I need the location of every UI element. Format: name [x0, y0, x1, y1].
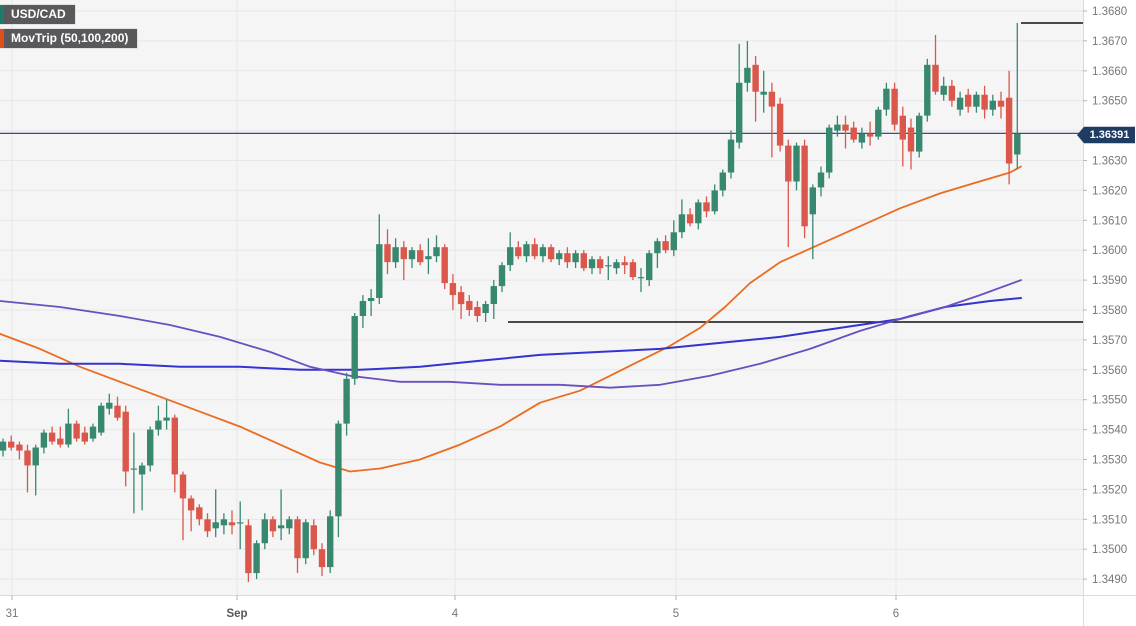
- svg-text:5: 5: [673, 608, 679, 620]
- y-axis-labels: 1.3680 1.3670 1.3660 1.3650 1.3630 1.3620 1.36…: [1083, 6, 1127, 586]
- chart-legend: USD/CAD MovTrip (50,100,200): [0, 5, 138, 53]
- svg-text:6: 6: [893, 608, 899, 620]
- symbol-accent-bar: [0, 5, 4, 24]
- svg-text:1.3650: 1.3650: [1092, 96, 1127, 108]
- svg-text:Sep: Sep: [226, 608, 247, 620]
- svg-text:1.3550: 1.3550: [1092, 395, 1127, 407]
- svg-text:1.3580: 1.3580: [1092, 305, 1127, 317]
- svg-text:1.3600: 1.3600: [1092, 245, 1127, 257]
- indicator-badge: MovTrip (50,100,200): [0, 29, 138, 48]
- ma200-line: [0, 279, 1022, 389]
- svg-text:1.3540: 1.3540: [1092, 425, 1127, 437]
- svg-text:1.3590: 1.3590: [1092, 275, 1127, 287]
- current-price-value: 1.36391: [1089, 129, 1130, 141]
- svg-text:1.3660: 1.3660: [1092, 66, 1127, 78]
- indicator-label: MovTrip (50,100,200): [11, 31, 129, 45]
- svg-text:1.3490: 1.3490: [1092, 574, 1127, 586]
- svg-text:1.3670: 1.3670: [1092, 36, 1127, 48]
- price-axis[interactable]: [1083, 0, 1136, 595]
- current-price-badge: 1.36391: [1077, 126, 1135, 144]
- svg-text:1.3630: 1.3630: [1092, 156, 1127, 168]
- annotation-lines[interactable]: [508, 22, 1083, 323]
- time-axis[interactable]: [0, 595, 1136, 626]
- symbol-label: USD/CAD: [11, 7, 66, 21]
- svg-text:1.3500: 1.3500: [1092, 544, 1127, 556]
- ma50-line: [0, 165, 1022, 473]
- svg-text:1.3620: 1.3620: [1092, 185, 1127, 197]
- symbol-badge: USD/CAD: [0, 5, 75, 24]
- indicator-accent-bar: [0, 29, 4, 48]
- svg-text:4: 4: [452, 608, 459, 620]
- svg-text:1.3510: 1.3510: [1092, 514, 1127, 526]
- svg-text:1.3520: 1.3520: [1092, 484, 1127, 496]
- x-axis-labels: 31 Sep 4 5 6: [6, 595, 899, 620]
- svg-text:1.3530: 1.3530: [1092, 455, 1127, 467]
- grid-layer: [0, 0, 1083, 595]
- svg-text:1.3680: 1.3680: [1092, 6, 1127, 18]
- svg-text:1.3560: 1.3560: [1092, 365, 1127, 377]
- svg-text:1.3570: 1.3570: [1092, 335, 1127, 347]
- candles-layer: [0, 23, 1021, 583]
- svg-text:31: 31: [6, 608, 19, 620]
- svg-text:1.3610: 1.3610: [1092, 215, 1127, 227]
